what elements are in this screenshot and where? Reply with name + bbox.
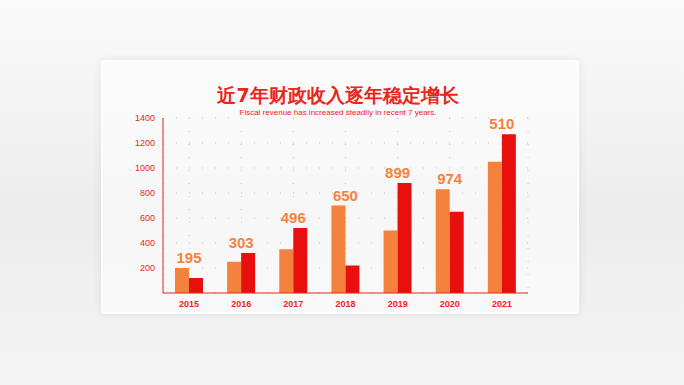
html-text:近7年财政收入逐年稳定增长: 近7年财政收入逐年稳定增长 (217, 84, 459, 106)
svg-text:899: 899 (385, 164, 410, 181)
svg-text:510: 510 (489, 115, 514, 132)
svg-text:400: 400 (140, 238, 155, 248)
svg-text:496: 496 (281, 209, 306, 226)
svg-text:2015: 2015 (179, 299, 199, 309)
svg-text:650: 650 (333, 187, 358, 204)
svg-text:303: 303 (229, 234, 254, 251)
svg-text:1000: 1000 (135, 163, 155, 173)
svg-text:2018: 2018 (335, 299, 355, 309)
html-text:Fiscal revenue has increased s: Fiscal revenue has increased steadily in… (239, 108, 437, 117)
svg-text:195: 195 (176, 249, 201, 266)
svg-text:974: 974 (437, 170, 463, 187)
svg-text:2016: 2016 (231, 299, 251, 309)
svg-text:800: 800 (140, 188, 155, 198)
svg-text:2017: 2017 (283, 299, 303, 309)
svg-text:2021: 2021 (492, 299, 512, 309)
svg-text:600: 600 (140, 213, 155, 223)
svg-text:200: 200 (140, 263, 155, 273)
svg-text:2019: 2019 (388, 299, 408, 309)
svg-text:1200: 1200 (135, 138, 155, 148)
svg-text:2020: 2020 (440, 299, 460, 309)
svg-text:1400: 1400 (135, 113, 155, 123)
